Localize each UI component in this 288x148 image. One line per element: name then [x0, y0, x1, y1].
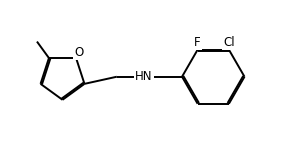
Text: O: O [74, 46, 84, 59]
Text: Cl: Cl [223, 36, 235, 49]
Text: F: F [194, 36, 201, 49]
Text: HN: HN [135, 70, 153, 83]
